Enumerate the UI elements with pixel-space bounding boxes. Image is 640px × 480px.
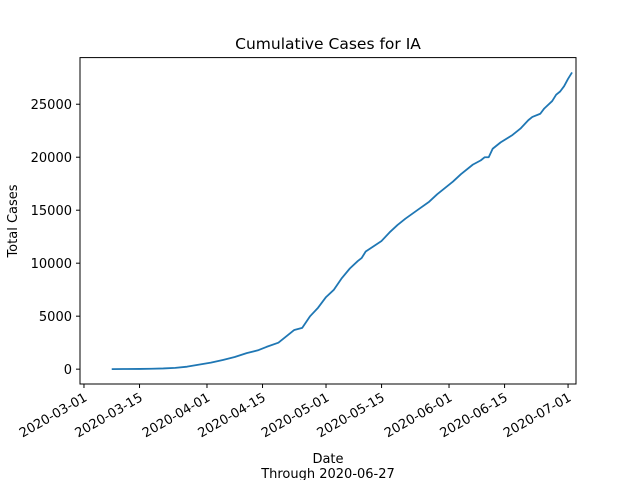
chart-title: Cumulative Cases for IA [235,35,421,53]
y-tick-label: 25000 [31,98,72,113]
y-tick-label: 5000 [39,310,72,325]
x-axis: 2020-03-012020-03-152020-04-012020-04-15… [17,384,574,441]
y-tick-label: 15000 [31,204,72,219]
y-axis-label: Total Cases [6,184,21,258]
y-tick-label: 0 [64,363,72,378]
x-axis-label: Date [312,452,343,467]
x-axis-sublabel: Through 2020-06-27 [260,467,395,480]
y-axis: 0 5000 10000 15000 20000 25000 [31,98,80,378]
plot-lines [111,71,573,371]
y-tick-label: 20000 [31,151,72,166]
cumulative-cases-line [111,71,573,371]
plot-area-frame [79,57,577,385]
x-tick-label: 2020-07-01 [501,390,574,441]
y-tick-label: 10000 [31,257,72,272]
